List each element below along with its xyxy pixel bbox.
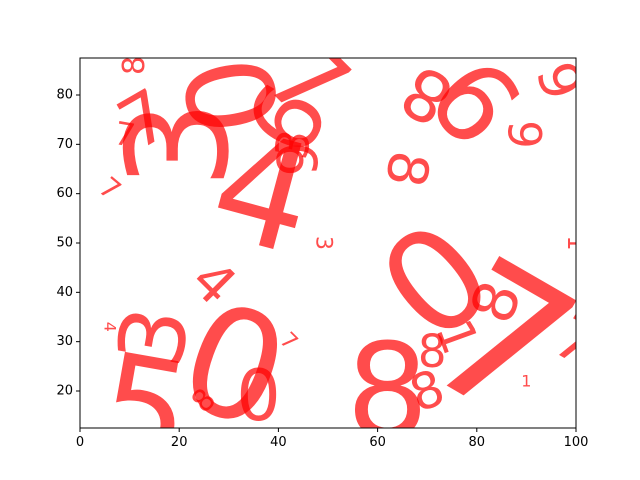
data-point: 3 — [98, 100, 261, 189]
data-point: 8 — [117, 56, 152, 75]
x-tick-label: 80 — [469, 435, 486, 450]
y-tick-label: 60 — [56, 186, 73, 201]
x-axis: 0 20 40 60 80 100 — [76, 428, 589, 450]
plot-background — [80, 58, 576, 428]
data-point: 4 — [100, 322, 119, 332]
y-tick-label: 20 — [56, 384, 73, 399]
x-tick-label: 0 — [76, 435, 84, 450]
x-tick-label: 100 — [564, 435, 589, 450]
y-tick-label: 50 — [56, 236, 73, 251]
y-tick-label: 30 — [56, 334, 73, 349]
x-tick-label: 60 — [369, 435, 386, 450]
data-point: 8 — [418, 325, 447, 378]
data-point: 6 — [500, 120, 553, 149]
data-point: 3 — [311, 236, 336, 250]
y-tick-label: 40 — [56, 285, 73, 300]
data-point: 1 — [562, 235, 590, 250]
data-point: 0 — [236, 355, 281, 437]
x-tick-label: 20 — [171, 435, 188, 450]
y-axis: 20 30 40 50 60 70 80 — [56, 88, 80, 399]
x-tick-label: 40 — [270, 435, 287, 450]
y-tick-label: 80 — [56, 88, 73, 103]
data-point: 8 — [346, 315, 429, 467]
data-point: 9 — [266, 142, 330, 177]
y-tick-label: 70 — [56, 137, 73, 152]
data-point: 1 — [521, 372, 531, 391]
